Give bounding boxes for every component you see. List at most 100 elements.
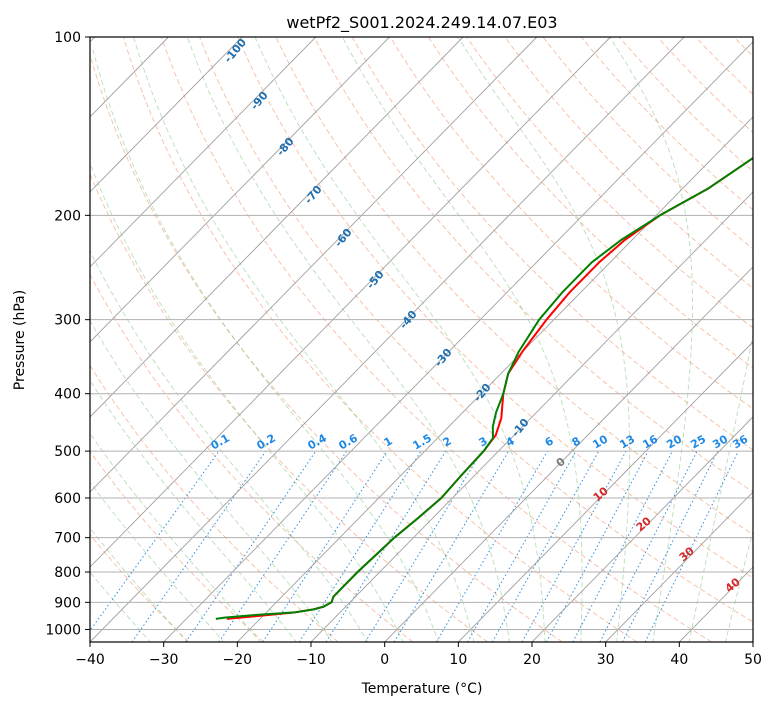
mixing-ratio-line (644, 450, 739, 642)
profile-line-2 (215, 156, 753, 620)
moist-adiabat (92, 49, 439, 642)
isotherm (90, 37, 611, 568)
x-tick-label: 20 (523, 652, 541, 668)
dry-adiabat (466, 37, 753, 329)
isotherm (90, 37, 538, 493)
mixing-ratio-line (521, 450, 627, 642)
dry-adiabat (237, 37, 753, 579)
moist-adiabat (342, 37, 583, 642)
y-tick-label: 700 (54, 531, 81, 547)
dry-adiabat (504, 37, 753, 289)
dry-adiabat (160, 37, 712, 642)
y-tick-label: 200 (54, 208, 81, 224)
mixing-ratio-line (599, 450, 698, 642)
mixing-ratio-line (298, 450, 422, 642)
dry-adiabat (90, 450, 264, 642)
y-tick-label: 900 (54, 595, 81, 611)
dry-adiabat (733, 37, 753, 57)
isotherm (90, 37, 390, 343)
y-axis: 1000 900 800 700 600 500 400 300 200 100 (45, 30, 90, 638)
mixing-ratio-line (467, 450, 577, 642)
mixing-ratio-line (131, 450, 267, 642)
y-tick-label: 800 (54, 565, 81, 581)
moist-adiabat (187, 37, 510, 642)
data-series (215, 156, 753, 620)
mixing-ratio-line (393, 450, 510, 642)
y-tick-label: 600 (54, 491, 81, 507)
dry-adiabat (90, 364, 339, 642)
dry-adiabat (695, 37, 753, 95)
dry-adiabat (199, 37, 753, 623)
moist-adiabat (90, 379, 297, 642)
mixing-ratio-line (364, 450, 483, 642)
dry-adiabat-label: -10 (509, 416, 532, 440)
isotherm (163, 41, 753, 642)
x-axis-label: Temperature (°C) (361, 681, 483, 697)
y-axis-label: Pressure (hPa) (12, 290, 28, 390)
x-tick-label: −40 (75, 652, 105, 668)
y-tick-label: 500 (54, 444, 81, 460)
moist-adiabat (90, 527, 188, 642)
isotherm (237, 116, 753, 642)
dry-adiabat (542, 37, 753, 250)
moist-adiabat (90, 481, 225, 642)
isotherm (531, 416, 753, 642)
dry-adiabat (618, 37, 753, 172)
moist-adiabat-label: 10 (591, 484, 611, 504)
x-tick-label: 50 (744, 652, 762, 668)
isotherm (752, 641, 753, 642)
dry-adiabat (390, 37, 753, 410)
mixing-ratio-label: 1.5 (411, 431, 434, 452)
dry-adiabat (122, 37, 638, 642)
moist-adiabat (725, 529, 753, 642)
plot-frame (89, 36, 754, 643)
dry-adiabat-label: -80 (274, 135, 297, 159)
moist-adiabat (90, 571, 152, 642)
y-tick-label: 300 (54, 313, 81, 329)
dry-adiabat-label: -100 (221, 36, 249, 66)
mixing-ratio-label: 13 (617, 433, 637, 452)
mixing-ratio-label: 25 (688, 433, 708, 452)
dry-adiabat (428, 37, 753, 369)
moist-adiabat-label: 20 (634, 514, 654, 534)
moist-adiabat (688, 331, 753, 642)
mixing-ratio-label: 0.2 (255, 431, 278, 452)
dry-adiabat (90, 53, 563, 642)
isotherm (458, 341, 753, 642)
moist-adiabat (609, 37, 693, 642)
x-axis: −40 −30 −20 −10 0 10 20 30 40 50 (75, 642, 762, 668)
mixing-ratio-label: 0.4 (306, 431, 330, 452)
chart-title: wetPf2_S001.2024.249.14.07.E03 (286, 13, 557, 33)
dry-adiabat (313, 37, 753, 493)
mixing-ratio-label: 0.1 (209, 431, 232, 452)
y-tick-label: 1000 (45, 622, 81, 638)
moist-adiabat (90, 432, 261, 642)
y-tick-label: 400 (54, 387, 81, 403)
mixing-ratio-line (545, 450, 649, 642)
mixing-ratio-label: 0.6 (337, 431, 361, 452)
grid-lines (90, 37, 753, 642)
mixing-ratio-label: 16 (640, 432, 660, 451)
isotherm (384, 266, 753, 642)
dry-adiabat (90, 273, 414, 642)
mixing-ratio-label: 2 (441, 434, 454, 449)
moist-adiabat (254, 37, 546, 642)
x-tick-label: 10 (449, 652, 467, 668)
moist-adiabat-label: 40 (723, 575, 743, 595)
moist-adiabat (90, 319, 333, 642)
isotherm (90, 37, 243, 193)
isotherm (605, 491, 753, 642)
dry-adiabat (90, 172, 488, 642)
x-tick-label: 30 (597, 652, 615, 668)
mixing-ratio-label: 6 (543, 434, 556, 449)
dry-adiabat-label: -50 (364, 268, 387, 292)
moist-adiabat (133, 37, 475, 642)
x-tick-label: 40 (670, 652, 688, 668)
background-lines (90, 37, 753, 642)
isotherm (90, 37, 464, 418)
x-tick-label: −30 (149, 652, 179, 668)
y-tick-label: 100 (54, 30, 81, 46)
moist-adiabat-label: 30 (677, 544, 697, 564)
x-tick-label: −20 (223, 652, 253, 668)
